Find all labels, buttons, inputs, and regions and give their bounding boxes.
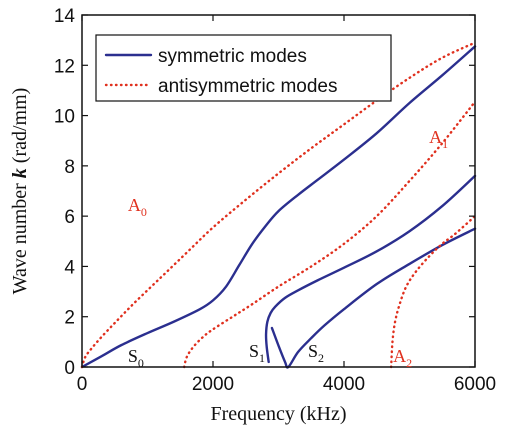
series-symmetric-s2 <box>270 227 477 369</box>
mode-label-s1: S1 <box>249 341 265 365</box>
y-tick-label: 8 <box>64 157 75 178</box>
mode-label-s0: S0 <box>128 346 144 370</box>
mode-label-subscript: 0 <box>141 205 147 219</box>
mode-label-subscript: 0 <box>138 356 144 370</box>
mode-label-letter: A <box>393 346 406 366</box>
y-tick-label: 6 <box>64 207 75 228</box>
mode-label-subscript: 1 <box>259 351 265 365</box>
plot-frame <box>81 14 476 368</box>
series-symmetric-s1 <box>264 174 477 364</box>
series-antisymmetric-a1 <box>182 100 477 369</box>
x-tick-label: 0 <box>77 374 88 395</box>
mode-label-letter: S <box>308 341 318 361</box>
mode-label-s2: S2 <box>308 341 324 365</box>
y-axis-title: Wave number k (rad/mm) <box>9 88 31 295</box>
y-tick-label: 14 <box>54 6 76 27</box>
mode-label-a1: A1 <box>429 127 448 151</box>
mode-label-a2: A2 <box>393 346 412 370</box>
mode-label-a0: A0 <box>128 195 147 219</box>
series-symmetric-s0 <box>80 45 477 369</box>
y-tick-label: 10 <box>54 107 75 128</box>
legend: symmetric modes antisymmetric modes <box>95 34 392 102</box>
mode-label-subscript: 2 <box>318 351 324 365</box>
legend-label-antisymmetric: antisymmetric modes <box>158 76 338 97</box>
y-axis-title-symbol: k <box>9 168 31 178</box>
x-tick-label: 4000 <box>323 374 365 395</box>
mode-label-letter: S <box>249 341 259 361</box>
y-tick-label: 0 <box>64 358 75 379</box>
mode-label-letter: A <box>429 127 442 147</box>
x-axis-title: Frequency (kHz) <box>210 403 346 425</box>
mode-label-subscript: 1 <box>442 137 448 151</box>
x-tick-label: 2000 <box>192 374 234 395</box>
legend-label-symmetric: symmetric modes <box>158 46 307 67</box>
series-antisymmetric-a2 <box>389 214 477 369</box>
y-tick-label: 4 <box>64 257 75 278</box>
legend-box <box>95 34 392 102</box>
y-tick-label: 12 <box>54 56 75 77</box>
x-tick-label: 6000 <box>454 374 496 395</box>
y-axis-title-prefix: Wave number <box>9 178 31 294</box>
y-tick-label: 2 <box>64 308 75 329</box>
mode-label-letter: S <box>128 346 138 366</box>
y-axis-title-suffix: (rad/mm) <box>9 88 31 169</box>
mode-label-letter: A <box>128 195 141 215</box>
mode-label-subscript: 2 <box>406 356 412 370</box>
